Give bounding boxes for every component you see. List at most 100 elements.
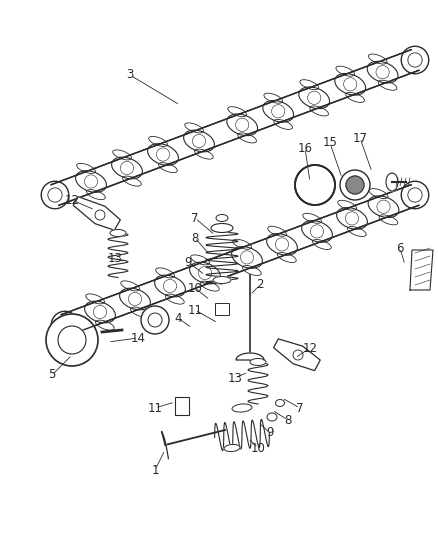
Ellipse shape (312, 239, 331, 249)
Ellipse shape (272, 104, 285, 118)
Ellipse shape (346, 92, 364, 102)
Ellipse shape (155, 275, 185, 297)
Ellipse shape (303, 213, 321, 223)
Ellipse shape (228, 107, 247, 117)
Text: 6: 6 (396, 241, 404, 254)
Ellipse shape (232, 404, 252, 412)
Ellipse shape (110, 230, 126, 237)
Text: 13: 13 (108, 252, 123, 264)
Ellipse shape (224, 445, 240, 451)
Ellipse shape (378, 80, 397, 90)
Ellipse shape (184, 130, 214, 152)
Ellipse shape (120, 161, 134, 175)
Text: 8: 8 (191, 231, 199, 245)
Ellipse shape (243, 265, 261, 276)
Text: 12: 12 (64, 193, 80, 206)
Text: 17: 17 (353, 132, 367, 144)
Circle shape (141, 306, 169, 334)
Circle shape (148, 313, 162, 327)
Ellipse shape (379, 215, 398, 225)
Text: 12: 12 (303, 342, 318, 354)
Ellipse shape (336, 66, 355, 76)
Ellipse shape (264, 93, 283, 103)
Ellipse shape (198, 266, 212, 280)
Polygon shape (295, 165, 335, 205)
Ellipse shape (340, 170, 370, 200)
Ellipse shape (347, 227, 366, 237)
Ellipse shape (113, 150, 131, 160)
Ellipse shape (268, 227, 286, 236)
Ellipse shape (123, 176, 141, 186)
Ellipse shape (191, 255, 209, 265)
Ellipse shape (163, 279, 177, 293)
Ellipse shape (166, 294, 184, 304)
Polygon shape (274, 339, 320, 370)
Ellipse shape (335, 74, 366, 95)
Ellipse shape (276, 238, 289, 251)
Text: 11: 11 (187, 303, 202, 317)
Text: 7: 7 (191, 212, 199, 224)
Ellipse shape (148, 144, 178, 165)
Bar (175, 397, 189, 415)
Ellipse shape (274, 119, 293, 130)
Ellipse shape (156, 268, 174, 278)
Ellipse shape (85, 175, 98, 188)
Ellipse shape (41, 181, 69, 209)
Ellipse shape (238, 133, 257, 143)
Ellipse shape (121, 281, 139, 291)
Text: 10: 10 (187, 281, 202, 295)
Ellipse shape (185, 123, 204, 133)
Text: 5: 5 (48, 368, 56, 382)
Text: 14: 14 (131, 332, 145, 344)
Text: 3: 3 (126, 69, 134, 82)
Polygon shape (162, 431, 168, 458)
Ellipse shape (211, 223, 233, 232)
Circle shape (58, 326, 86, 354)
Ellipse shape (386, 173, 398, 191)
Bar (215, 303, 229, 315)
Ellipse shape (149, 136, 167, 147)
Ellipse shape (192, 134, 205, 148)
Ellipse shape (120, 288, 150, 310)
Text: 4: 4 (174, 311, 182, 325)
Ellipse shape (236, 118, 249, 132)
Ellipse shape (302, 221, 332, 242)
Ellipse shape (311, 225, 324, 238)
Ellipse shape (368, 54, 387, 64)
Ellipse shape (227, 114, 258, 135)
Ellipse shape (368, 196, 399, 217)
Polygon shape (236, 353, 264, 360)
Ellipse shape (376, 66, 389, 79)
Ellipse shape (263, 100, 293, 122)
Text: 2: 2 (256, 279, 264, 292)
Circle shape (293, 350, 303, 360)
Ellipse shape (128, 293, 141, 305)
Text: 13: 13 (228, 372, 243, 384)
Ellipse shape (300, 80, 319, 90)
Ellipse shape (85, 301, 115, 323)
Text: 7: 7 (296, 401, 304, 415)
Ellipse shape (216, 214, 228, 222)
Text: 10: 10 (251, 441, 265, 455)
Ellipse shape (131, 307, 149, 317)
Ellipse shape (401, 46, 429, 74)
Ellipse shape (58, 318, 72, 332)
Ellipse shape (194, 149, 213, 159)
Ellipse shape (337, 207, 367, 229)
Ellipse shape (156, 148, 170, 161)
Ellipse shape (408, 188, 422, 202)
Bar (215, 303, 229, 315)
Text: 8: 8 (284, 414, 292, 426)
Ellipse shape (278, 253, 296, 263)
Circle shape (46, 314, 98, 366)
Ellipse shape (299, 87, 329, 109)
Ellipse shape (93, 305, 106, 319)
Ellipse shape (87, 190, 105, 200)
Ellipse shape (267, 413, 277, 421)
Text: 15: 15 (322, 136, 337, 149)
Text: 16: 16 (297, 141, 312, 155)
Ellipse shape (76, 171, 106, 192)
Ellipse shape (86, 294, 105, 304)
Text: 9: 9 (266, 426, 274, 440)
Text: 11: 11 (148, 401, 162, 415)
